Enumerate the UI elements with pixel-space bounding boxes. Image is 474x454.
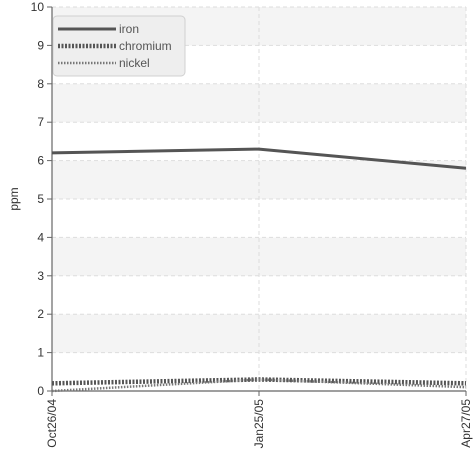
x-tick-label: Apr27/05 [459, 399, 473, 448]
background-band [52, 237, 466, 276]
x-axis-ticks: Oct26/04 Jan25/05 Apr27/05 [45, 391, 473, 448]
legend-label-nickel: nickel [119, 56, 150, 70]
series-line-iron [51, 147, 467, 170]
legend-box [52, 15, 186, 77]
y-tick-label: 8 [37, 77, 44, 91]
y-tick-label: 2 [37, 307, 44, 321]
y-tick-label: 4 [37, 230, 44, 244]
legend-label-iron: iron [119, 22, 139, 36]
legend-label-chromium: chromium [119, 39, 172, 53]
y-tick-label: 10 [31, 0, 45, 14]
background-band [52, 160, 466, 199]
y-tick-label: 1 [37, 346, 44, 360]
legend: iron chromium nickel [52, 15, 186, 77]
y-axis-ticks: 0 1 2 3 4 5 6 7 8 9 10 [31, 0, 52, 398]
y-tick-label: 9 [37, 38, 44, 52]
y-tick-label: 0 [37, 384, 44, 398]
y-tick-label: 5 [37, 192, 44, 206]
y-tick-label: 3 [37, 269, 44, 283]
y-tick-label: 6 [37, 154, 44, 168]
x-tick-label: Oct26/04 [45, 399, 59, 448]
y-tick-label: 7 [37, 115, 44, 129]
y-axis-label: ppm [7, 187, 21, 210]
background-band [52, 83, 466, 123]
grid-lines [52, 6, 467, 391]
series-line-nickel [51, 378, 467, 393]
x-tick-label: Jan25/05 [252, 399, 266, 449]
series-lines [51, 147, 467, 393]
